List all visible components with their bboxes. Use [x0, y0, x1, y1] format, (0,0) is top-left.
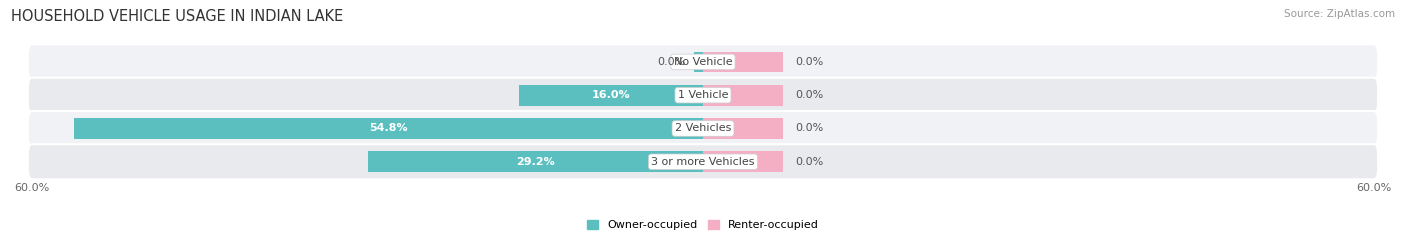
- Text: 0.0%: 0.0%: [794, 90, 823, 100]
- Text: 3 or more Vehicles: 3 or more Vehicles: [651, 157, 755, 167]
- Text: 1 Vehicle: 1 Vehicle: [678, 90, 728, 100]
- FancyBboxPatch shape: [28, 44, 1378, 79]
- Text: 29.2%: 29.2%: [516, 157, 555, 167]
- Bar: [703, 85, 783, 106]
- Text: 16.0%: 16.0%: [592, 90, 630, 100]
- Legend: Owner-occupied, Renter-occupied: Owner-occupied, Renter-occupied: [582, 216, 824, 233]
- Text: 0.0%: 0.0%: [658, 57, 686, 67]
- Bar: [703, 51, 783, 72]
- Text: 0.0%: 0.0%: [794, 57, 823, 67]
- Text: 60.0%: 60.0%: [14, 183, 49, 193]
- Bar: [703, 118, 783, 139]
- FancyBboxPatch shape: [28, 111, 1378, 146]
- FancyBboxPatch shape: [28, 78, 1378, 113]
- Bar: [368, 151, 703, 172]
- Bar: [519, 85, 703, 106]
- Text: 2 Vehicles: 2 Vehicles: [675, 123, 731, 134]
- Text: HOUSEHOLD VEHICLE USAGE IN INDIAN LAKE: HOUSEHOLD VEHICLE USAGE IN INDIAN LAKE: [11, 9, 343, 24]
- FancyBboxPatch shape: [28, 144, 1378, 179]
- Bar: [73, 118, 703, 139]
- Text: 60.0%: 60.0%: [1357, 183, 1392, 193]
- Text: Source: ZipAtlas.com: Source: ZipAtlas.com: [1284, 9, 1395, 19]
- Text: 0.0%: 0.0%: [794, 157, 823, 167]
- Text: 54.8%: 54.8%: [368, 123, 408, 134]
- Text: 0.0%: 0.0%: [794, 123, 823, 134]
- Bar: [693, 51, 703, 72]
- Text: No Vehicle: No Vehicle: [673, 57, 733, 67]
- Bar: [703, 151, 783, 172]
